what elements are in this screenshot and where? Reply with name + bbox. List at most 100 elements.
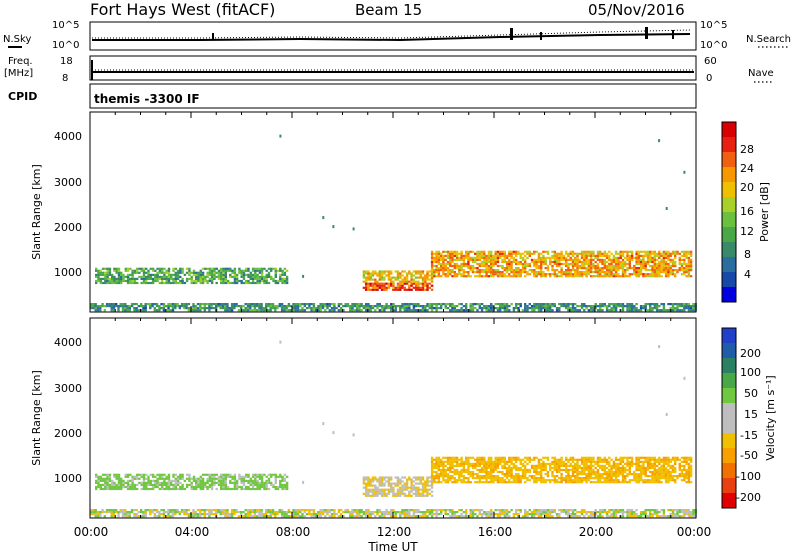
velocity-cell [578, 473, 581, 476]
power-cell [294, 303, 297, 306]
velocity-cell [170, 487, 173, 491]
power-cell [537, 303, 541, 306]
power-cell [460, 254, 463, 257]
velocity-cell [635, 477, 638, 480]
velocity-cell [512, 456, 516, 459]
velocity-cell [342, 511, 345, 514]
velocity-cell [174, 479, 177, 482]
power-cell [535, 307, 538, 310]
velocity-cell [687, 464, 691, 467]
power-cell [499, 275, 502, 278]
power-cell [435, 264, 438, 268]
power-cell [101, 303, 104, 306]
velocity-cell [246, 515, 250, 518]
power-cell [188, 273, 191, 276]
power-cell [467, 262, 470, 266]
power-cell [265, 281, 268, 285]
power-cell [374, 286, 377, 289]
velocity-cell [562, 460, 566, 463]
power-cell [392, 286, 395, 289]
velocity-cell [585, 464, 588, 467]
velocity-cell [633, 462, 636, 465]
velocity-cell [440, 460, 443, 463]
velocity-cell [637, 458, 641, 461]
velocity-cell [480, 481, 484, 484]
velocity-cell [154, 483, 157, 486]
power-cell [642, 307, 645, 310]
power-cell [592, 271, 595, 274]
power-cell [533, 250, 536, 253]
power-cell [158, 269, 162, 272]
power-cell [574, 260, 577, 264]
power-cell [358, 309, 361, 312]
power-cell [108, 277, 112, 280]
power-cell [161, 271, 164, 274]
velocity-cell [492, 475, 495, 478]
power-cell [99, 271, 102, 274]
velocity-cell [542, 456, 545, 459]
power-cell [549, 256, 552, 259]
velocity-cell [133, 485, 137, 489]
power-cell [95, 275, 98, 278]
velocity-cell [244, 509, 247, 512]
velocity-cell [521, 473, 525, 476]
power-cell [519, 305, 522, 308]
velocity-cell [129, 479, 132, 482]
velocity-cell [167, 509, 170, 512]
power-cell [149, 273, 152, 276]
velocity-cell [664, 470, 668, 474]
velocity-cell [394, 476, 397, 479]
velocity-cell [222, 479, 225, 482]
velocity-cell [120, 477, 123, 480]
velocity-cell [440, 470, 443, 474]
power-cell [535, 264, 538, 268]
power-cell [219, 303, 222, 306]
velocity-cell [587, 473, 591, 476]
velocity-cell [97, 485, 100, 489]
velocity-cell [567, 477, 570, 480]
power-cell [667, 271, 670, 274]
velocity-cell [147, 483, 150, 486]
velocity-cell [601, 477, 604, 480]
velocity-cell [474, 473, 477, 476]
velocity-cell [258, 513, 261, 516]
power-cell [167, 271, 171, 274]
velocity-cell [440, 464, 443, 467]
velocity-cell [260, 509, 263, 512]
power-cell [183, 305, 186, 308]
power-cbar-tick: 16 [740, 205, 754, 218]
power-cell [683, 269, 686, 272]
velocity-cell [483, 466, 486, 470]
power-cell [108, 279, 112, 283]
velocity-cell [614, 462, 618, 465]
velocity-cell [233, 473, 237, 476]
velocity-cell [451, 458, 454, 461]
power-cell [551, 273, 554, 276]
velocity-cell [362, 511, 366, 514]
power-cell [396, 270, 400, 273]
velocity-cell [367, 488, 370, 491]
power-cell [283, 281, 287, 285]
velocity-cell [519, 468, 522, 472]
velocity-cell [271, 513, 275, 516]
power-cell [558, 260, 561, 264]
velocity-cell [442, 466, 445, 470]
velocity-cell [605, 479, 609, 482]
velocity-cell [451, 460, 454, 463]
power-cell [617, 258, 620, 261]
velocity-cell [210, 475, 214, 478]
power-cell [401, 274, 404, 277]
power-cell [95, 279, 98, 283]
velocity-cell [569, 468, 572, 472]
velocity-cell [358, 509, 361, 512]
power-cell [667, 309, 670, 312]
velocity-cell [155, 515, 159, 518]
velocity-cell [249, 515, 252, 518]
velocity-cell [435, 466, 438, 470]
power-cell [460, 275, 463, 278]
power-cell [465, 262, 468, 266]
velocity-cell [503, 464, 506, 467]
power-cell [485, 267, 488, 270]
power-cell [612, 258, 616, 261]
velocity-cell [203, 513, 206, 516]
